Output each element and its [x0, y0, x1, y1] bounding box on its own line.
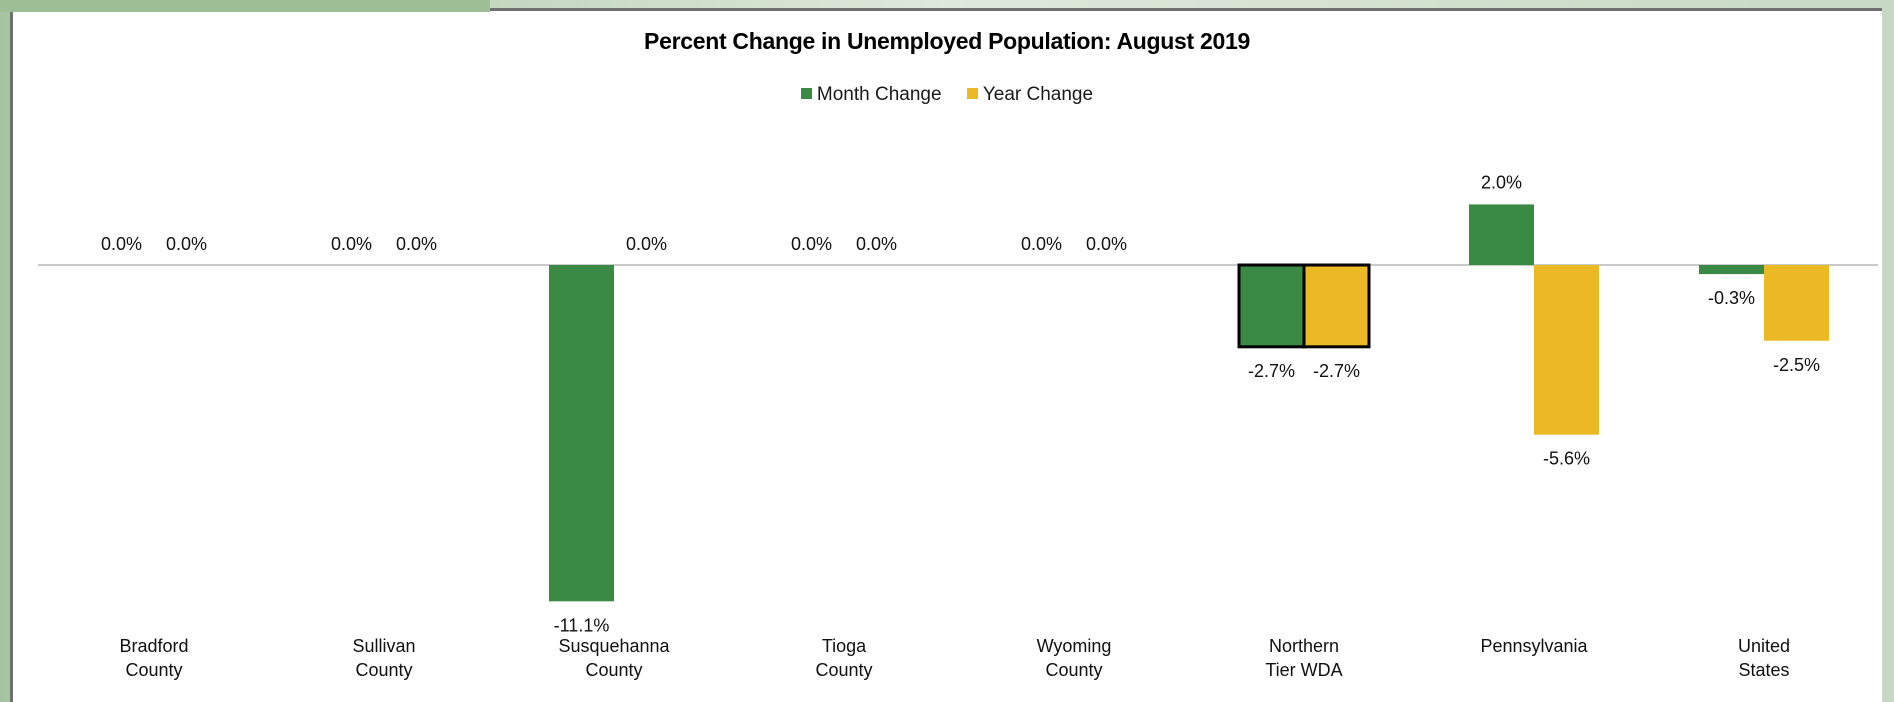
bar-year-8 — [1764, 265, 1829, 341]
category-label-1-line-1: Bradford — [119, 636, 188, 656]
category-label-4-line-2: County — [815, 660, 872, 680]
bar-month-3 — [549, 265, 614, 602]
category-label-2-line-1: Sullivan — [352, 636, 415, 656]
data-label-month-5: 0.0% — [1021, 234, 1062, 254]
bar-year-7 — [1534, 265, 1599, 435]
data-label-month-2: 0.0% — [331, 234, 372, 254]
legend-label-year: Year Change — [982, 84, 1094, 105]
category-label-7-line-1: Pennsylvania — [1480, 636, 1588, 656]
corner-decoration — [0, 0, 490, 12]
category-label-1-line-2: County — [125, 660, 182, 680]
category-label-2-line-2: County — [355, 660, 412, 680]
category-label-6-line-1: Northern — [1269, 636, 1339, 656]
legend-swatch-year — [966, 88, 978, 99]
data-label-month-8: -0.3% — [1708, 288, 1755, 308]
legend-swatch-month — [800, 88, 812, 99]
category-label-3-line-2: County — [585, 660, 642, 680]
data-label-year-3: 0.0% — [626, 234, 667, 254]
category-label-4-line-1: Tioga — [822, 636, 867, 656]
chart-legend: Month Change Year Change — [0, 84, 1894, 106]
legend-label-month: Month Change — [816, 84, 942, 105]
legend-item-year: Year Change — [966, 84, 1094, 106]
data-label-year-4: 0.0% — [856, 234, 897, 254]
data-label-month-7: 2.0% — [1481, 172, 1522, 192]
bar-month-7 — [1469, 204, 1534, 265]
data-label-year-7: -5.6% — [1543, 449, 1590, 469]
bar-year-6 — [1302, 263, 1371, 349]
category-label-8-line-2: States — [1738, 660, 1789, 680]
data-label-year-1: 0.0% — [166, 234, 207, 254]
data-label-year-6: -2.7% — [1313, 361, 1360, 381]
data-label-month-1: 0.0% — [101, 234, 142, 254]
data-label-month-6: -2.7% — [1248, 361, 1295, 381]
data-label-month-4: 0.0% — [791, 234, 832, 254]
chart-title: Percent Change in Unemployed Population:… — [644, 28, 1250, 54]
data-label-year-2: 0.0% — [396, 234, 437, 254]
legend-item-month: Month Change — [800, 84, 942, 106]
category-label-5-line-2: County — [1045, 660, 1102, 680]
bar-month-8 — [1699, 265, 1764, 275]
category-label-8-line-1: United — [1738, 636, 1790, 656]
data-label-year-8: -2.5% — [1773, 355, 1820, 375]
data-label-year-5: 0.0% — [1086, 234, 1127, 254]
category-label-6-line-2: Tier WDA — [1265, 660, 1342, 680]
category-label-3-line-1: Susquehanna — [558, 636, 670, 656]
data-label-month-3: -11.1% — [554, 615, 610, 635]
category-label-5-line-1: Wyoming — [1037, 636, 1112, 656]
bar-month-6 — [1237, 263, 1306, 349]
